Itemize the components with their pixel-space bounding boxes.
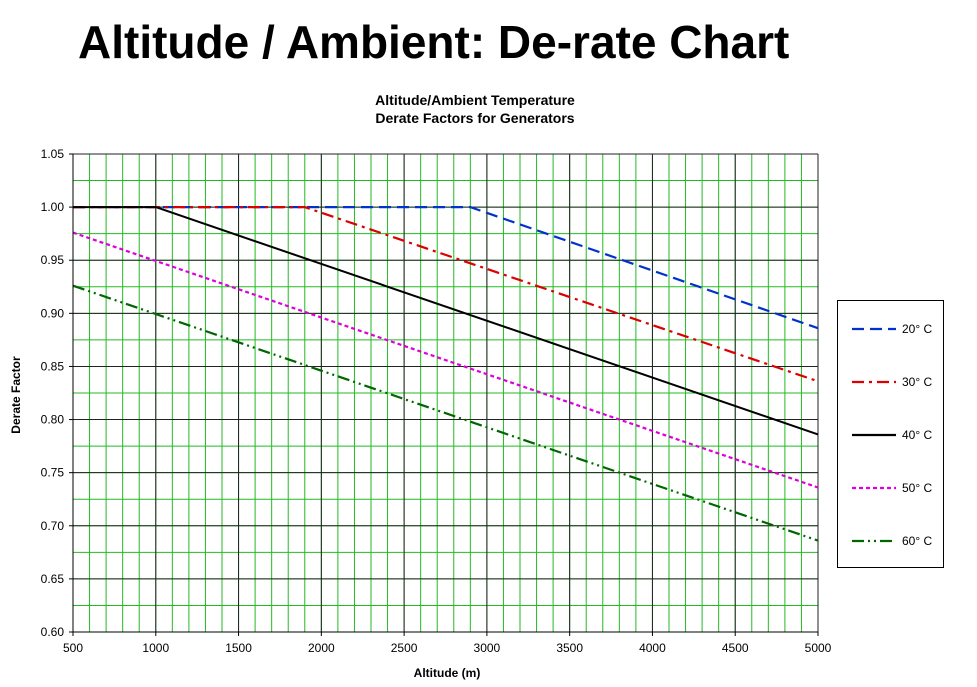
legend-swatch [852,486,896,490]
x-tick-label: 4000 [639,641,666,655]
legend-swatch [852,380,896,384]
x-tick-label: 3000 [474,641,501,655]
x-tick-label: 1000 [142,641,169,655]
y-tick-label: 0.80 [41,413,65,427]
x-axis-label: Altitude (m) [414,666,481,680]
x-tick-label: 1500 [225,641,252,655]
series-lines [72,206,819,542]
legend-item: 40° C [852,425,932,445]
grid [72,153,819,633]
series-line-3 [72,231,819,489]
y-tick-label: 0.90 [41,306,65,320]
legend-label: 30° C [902,375,933,389]
legend-item: 60° C [852,531,932,551]
chart-subtitle: Derate Factors for Generators [375,110,575,126]
legend-item: 50° C [852,478,932,498]
x-tick-label: 500 [63,641,83,655]
chart-title: Altitude/Ambient Temperature [375,92,575,108]
page-title: Altitude / Ambient: De-rate Chart [78,16,790,68]
y-tick-label: 1.00 [41,200,65,214]
x-tick-label: 5000 [805,641,832,655]
x-tick-label: 3500 [556,641,583,655]
y-tick-label: 0.75 [41,466,65,480]
axes: 500 1000 1500 2000 2500 3000 3500 4000 4500 5000 0… [41,147,832,655]
legend-label: 50° C [902,481,933,495]
legend-label: 40° C [902,428,933,442]
x-tick-label: 2500 [391,641,418,655]
x-tick-label: 2000 [308,641,335,655]
y-tick-label: 0.85 [41,359,65,373]
y-tick-label: 1.05 [41,147,65,161]
legend-item: 20° C [852,319,932,339]
y-tick-label: 0.70 [41,519,65,533]
y-tick-label: 0.65 [41,572,65,586]
legend-item: 30° C [852,372,932,392]
legend-swatch [852,539,896,543]
legend-swatch [852,433,896,437]
legend-swatch [852,327,896,331]
legend-label: 60° C [902,534,933,548]
x-tick-label: 4500 [722,641,749,655]
y-tick-label: 0.95 [41,253,65,267]
legend-label: 20° C [902,322,933,336]
series-line-2 [73,206,819,436]
series-line-4 [72,284,819,542]
legend: 20° C 30° C 40° C 50° C 60° C [837,300,944,568]
y-axis-label: Derate Factor [9,356,23,434]
y-tick-label: 0.60 [41,625,65,639]
